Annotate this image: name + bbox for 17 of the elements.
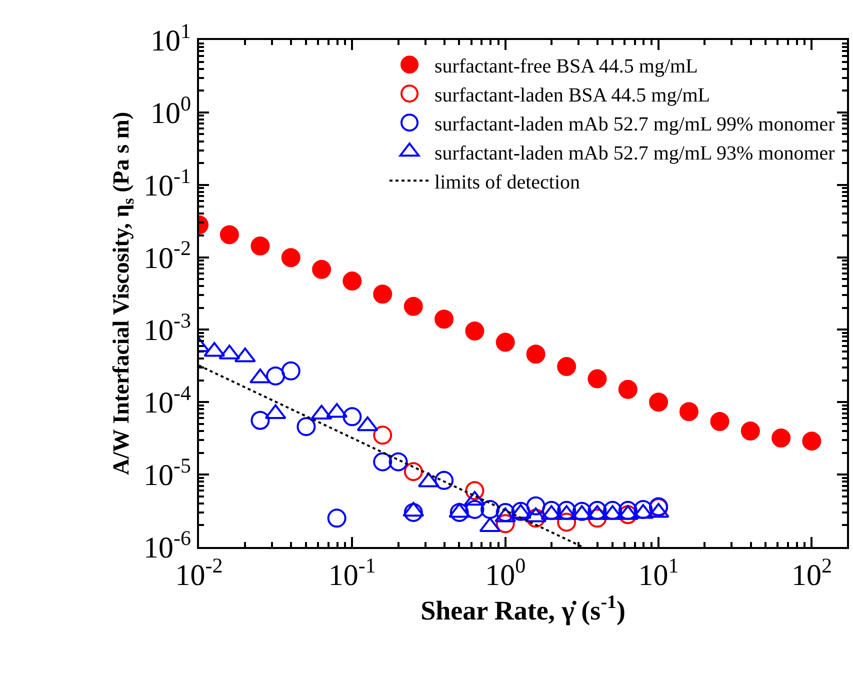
y-tick-label: 10$^{1}$ [150,18,191,58]
legend-label: limits of detection [434,171,580,194]
legend-label: surfactant-laden mAb 52.7 mg/mL 93% monomer [434,142,836,164]
legend-label: surfactant-laden BSA 44.5 mg/mL [434,84,710,106]
legend-label: surfactant-laden mAb 52.7 mg/mL 99% monomer [434,113,836,136]
y-tick-label: 10$^{-2}$ [144,236,191,275]
x-tick-label: 10$^{-1}$ [328,553,376,592]
legend-label: surfactant-free BSA 44.5 mg/mL [434,55,698,78]
x-axis-title: Shear Rate, γ̇ (s$^{-1}$) [420,592,626,626]
y-tick-label: 10$^{-3}$ [144,308,191,348]
x-tick-label: 10$^{1}$ [638,553,679,592]
y-tick-label: 10$^{-4}$ [144,381,192,420]
x-tick-label: 10$^{0}$ [485,553,526,592]
x-tick-label: 10$^{2}$ [791,553,832,592]
y-tick-label: 10$^{0}$ [150,91,191,130]
y-tick-label: 10$^{-5}$ [144,453,191,492]
y-tick-label: 10$^{-1}$ [144,164,191,202]
